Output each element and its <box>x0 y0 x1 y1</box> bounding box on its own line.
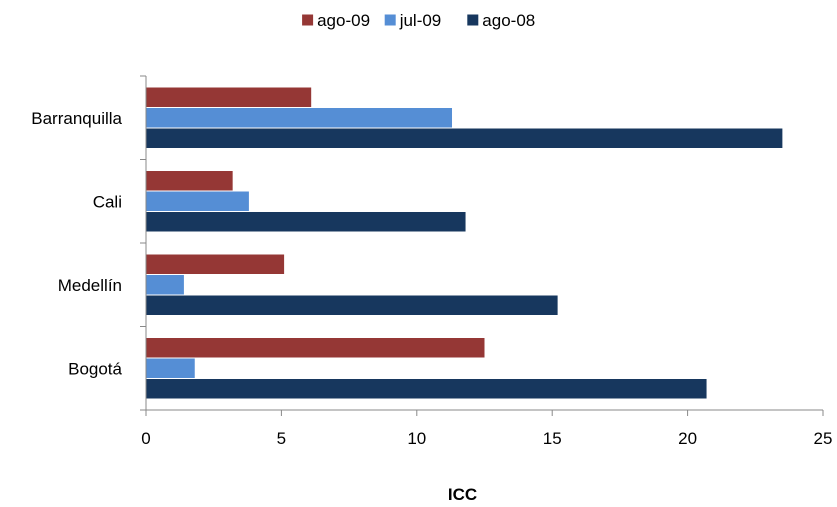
bar <box>146 212 466 232</box>
legend-swatch <box>384 14 396 26</box>
x-ticks: 0 5 10 15 20 25 <box>141 410 832 448</box>
bar <box>146 128 783 148</box>
x-tick-label: 25 <box>814 429 833 448</box>
category-label: Medellín <box>58 276 122 295</box>
legend-label: ago-08 <box>482 11 535 30</box>
bar <box>146 338 485 358</box>
legend-swatch <box>467 14 479 26</box>
bar <box>146 275 184 295</box>
bar <box>146 108 453 128</box>
bar <box>146 87 312 107</box>
legend: ago-09 jul-09 ago-08 <box>302 11 535 30</box>
bars <box>146 87 783 399</box>
x-tick-label: 20 <box>678 429 697 448</box>
x-tick-label: 10 <box>407 429 426 448</box>
category-label: Bogotá <box>68 359 122 378</box>
bar <box>146 295 558 315</box>
legend-swatch <box>302 14 314 26</box>
bar <box>146 358 195 378</box>
x-axis-title: ICC <box>448 485 477 504</box>
y-ticks: Barranquilla Cali Medellín Bogotá <box>31 75 146 411</box>
x-tick-label: 5 <box>277 429 286 448</box>
category-label: Barranquilla <box>31 109 122 128</box>
legend-label: jul-09 <box>399 11 442 30</box>
category-label: Cali <box>93 192 122 211</box>
legend-label: ago-09 <box>317 11 370 30</box>
bar <box>146 379 707 399</box>
bar <box>146 171 233 191</box>
bar <box>146 254 285 274</box>
x-tick-label: 15 <box>543 429 562 448</box>
x-tick-label: 0 <box>141 429 150 448</box>
bar <box>146 191 249 211</box>
